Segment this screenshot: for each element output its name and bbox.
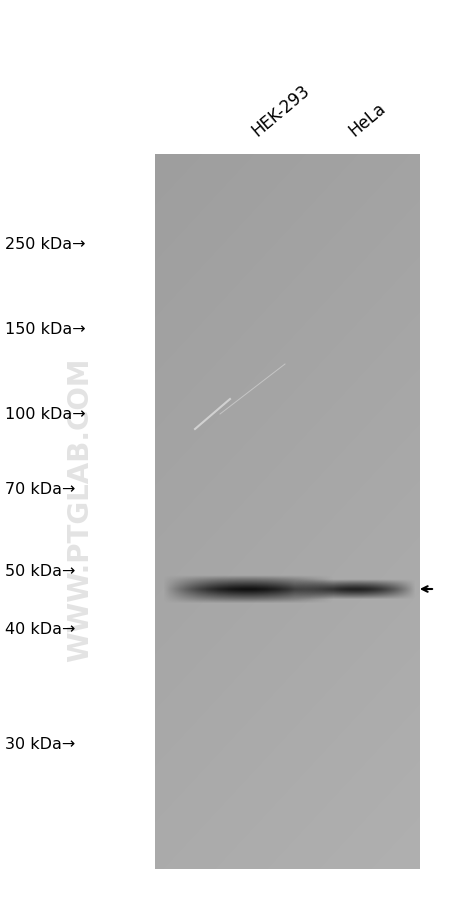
Text: 150 kDa→: 150 kDa→	[5, 322, 86, 337]
Text: 70 kDa→: 70 kDa→	[5, 482, 76, 497]
Text: 40 kDa→: 40 kDa→	[5, 621, 76, 637]
Text: 250 kDa→: 250 kDa→	[5, 237, 86, 253]
Text: HeLa: HeLa	[345, 99, 389, 140]
Text: 50 kDa→: 50 kDa→	[5, 564, 76, 579]
Text: HEK-293: HEK-293	[248, 81, 313, 140]
Text: 100 kDa→: 100 kDa→	[5, 407, 86, 422]
Text: 30 kDa→: 30 kDa→	[5, 737, 75, 751]
Text: WWW.PTGLAB.COM: WWW.PTGLAB.COM	[66, 357, 94, 661]
